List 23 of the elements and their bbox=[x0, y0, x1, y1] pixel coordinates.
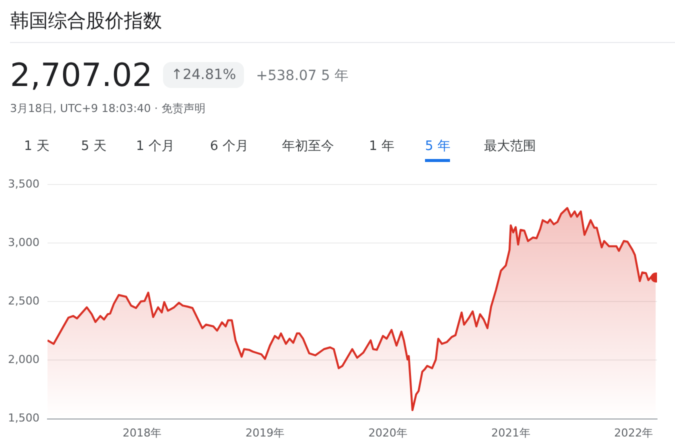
text: 5 年 bbox=[425, 137, 450, 162]
text: 1 年 bbox=[369, 138, 394, 156]
x-tick-label: 2019年 bbox=[245, 426, 284, 440]
x-tick-label: 2022年 bbox=[614, 426, 654, 440]
y-tick-label: 2,500 bbox=[8, 294, 40, 308]
text: 5 天 bbox=[81, 138, 106, 156]
x-tick-label: 2018年 bbox=[122, 426, 162, 440]
chart-title: 韩国综合股价指数 bbox=[10, 9, 162, 34]
text: 6 个月 bbox=[210, 138, 248, 156]
y-tick-label: 1,500 bbox=[8, 412, 40, 425]
text: 最大范围 bbox=[484, 138, 536, 156]
text: 1 个月 bbox=[136, 138, 174, 156]
y-tick-label: 3,000 bbox=[8, 236, 40, 250]
text: +538.07 5 年 bbox=[256, 67, 349, 85]
y-tick-label: 2,000 bbox=[8, 353, 40, 366]
text: 2,707.02 bbox=[10, 56, 152, 94]
x-tick-label: 2021年 bbox=[491, 426, 530, 440]
text: 3月18日, UTC+9 18:03:40 · 免责声明 bbox=[10, 101, 206, 116]
text: ↑24.81% bbox=[163, 62, 244, 88]
text: 1 天 bbox=[24, 138, 50, 156]
text: 年初至今 bbox=[282, 138, 334, 156]
y-tick-label: 3,500 bbox=[8, 177, 40, 190]
x-tick-label: 2020年 bbox=[368, 426, 408, 440]
